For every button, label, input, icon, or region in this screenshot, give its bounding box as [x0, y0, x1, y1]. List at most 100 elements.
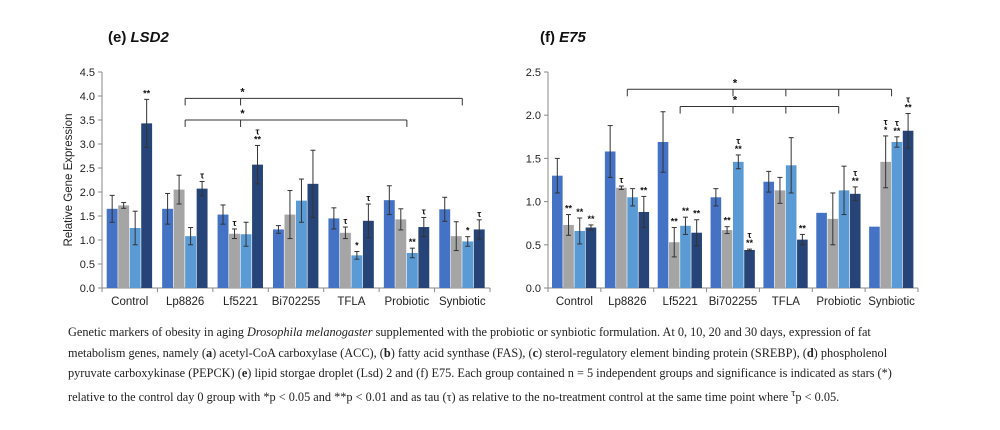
bar: [691, 232, 702, 288]
bar: [406, 252, 418, 288]
bar: [869, 226, 880, 288]
bracket-star: *: [733, 95, 738, 107]
panel-letter: (e): [108, 29, 131, 46]
significance-mark: τ: [906, 94, 910, 104]
bar: [185, 236, 197, 288]
significance-mark: **: [587, 214, 595, 224]
y-tick-label: 2.5: [526, 67, 541, 79]
bar: [638, 211, 650, 288]
bar: [217, 214, 229, 288]
caption-letter: b: [383, 345, 391, 360]
x-tick-label: Control: [556, 296, 593, 308]
y-tick-label: 1.0: [80, 235, 95, 247]
bar: [721, 230, 733, 288]
bar: [880, 161, 891, 288]
significance-mark: τ: [853, 168, 857, 178]
bar: [774, 190, 786, 288]
significance-mark: **: [143, 88, 151, 98]
bar: [668, 242, 680, 288]
significance-mark: **: [724, 216, 732, 226]
bar: [307, 183, 319, 288]
caption-lead: Genetic markers of obesity in aging: [68, 325, 247, 339]
y-tick-label: 3.0: [80, 139, 95, 151]
bar: [462, 241, 474, 288]
bar: [362, 220, 374, 288]
bar: [627, 197, 638, 288]
y-tick-label: 0.0: [80, 283, 95, 295]
x-tick-label: Bi702255: [709, 296, 758, 308]
significance-mark: **: [640, 185, 648, 195]
y-tick-label: 2.5: [80, 163, 95, 175]
caption-text: Genetic markers of obesity in aging Dros…: [68, 322, 928, 407]
x-tick-label: Bi702255: [272, 296, 321, 308]
significance-mark: τ: [200, 170, 204, 180]
significance-mark: τ: [477, 209, 481, 219]
significance-mark: *: [355, 241, 359, 251]
bar: [827, 218, 839, 288]
caption-species: Drosophila melanogaster: [246, 325, 373, 339]
significance-mark: **: [682, 206, 690, 216]
bar: [891, 141, 903, 288]
panel-title: (f) E75: [540, 29, 587, 46]
x-tick-label: Lp8826: [608, 296, 646, 308]
bar: [797, 239, 808, 288]
bar: [585, 227, 597, 288]
significance-mark: **: [693, 209, 701, 219]
y-tick-label: 0.0: [526, 283, 541, 295]
significance-mark: **: [565, 204, 573, 214]
bar: [351, 255, 363, 288]
caption-letter: e: [241, 366, 248, 380]
bar: [439, 209, 451, 288]
y-tick-label: 0.5: [80, 259, 95, 271]
bar: [173, 189, 185, 288]
y-tick-label: 2.0: [80, 187, 95, 199]
bar: [838, 190, 850, 288]
bar: [657, 141, 669, 288]
x-tick-label: Probiotic: [816, 296, 861, 308]
significance-mark: **: [576, 207, 584, 217]
bar: [162, 208, 174, 288]
caption-letter: d: [806, 345, 814, 360]
bar: [710, 197, 722, 288]
caption-part: ) lipid storgae droplet (Lsd) 2 and (f) …: [68, 366, 892, 404]
caption-part: supplemented with the probiotic or synbi…: [68, 325, 871, 360]
bar: [552, 175, 563, 288]
significance-mark: *: [466, 226, 470, 236]
x-tick-label: Control: [111, 296, 148, 308]
y-tick-label: 1.0: [526, 197, 541, 209]
bar: [574, 230, 586, 288]
y-tick-label: 2.0: [526, 110, 541, 122]
significance-mark: *: [884, 125, 888, 135]
bar: [473, 229, 485, 288]
bar: [816, 212, 827, 288]
bar: [252, 164, 263, 288]
bracket-star: *: [240, 86, 245, 98]
x-tick-label: Synbiotic: [439, 296, 486, 308]
significance-mark: **: [254, 134, 262, 144]
y-tick-label: 1.5: [526, 153, 541, 165]
significance-mark: **: [852, 176, 860, 186]
bar: [106, 208, 118, 288]
y-tick-label: 1.5: [80, 211, 95, 223]
bar: [273, 229, 284, 288]
x-tick-label: Lf5221: [663, 296, 698, 308]
chart-lsd2: (e) LSD2 Relative Gene Expression 0.0 0.5 1.…: [63, 29, 491, 308]
significance-mark: τ: [256, 126, 260, 136]
bar: [229, 233, 240, 288]
caption-letter: c: [532, 345, 539, 360]
bar: [141, 123, 153, 288]
caption-letter: a: [205, 345, 213, 360]
significance-mark: τ: [619, 175, 623, 185]
significance-mark: **: [799, 223, 807, 233]
x-tick-label: Probiotic: [384, 296, 429, 308]
bar: [328, 218, 340, 288]
bar: [383, 200, 395, 288]
gene-name: LSD2: [131, 29, 170, 46]
bracket-star: *: [733, 77, 738, 89]
bracket-star: *: [240, 108, 245, 120]
x-tick-label: TFLA: [772, 296, 800, 308]
caption-tau: τ: [791, 387, 796, 399]
significance-mark: τ: [748, 230, 752, 240]
